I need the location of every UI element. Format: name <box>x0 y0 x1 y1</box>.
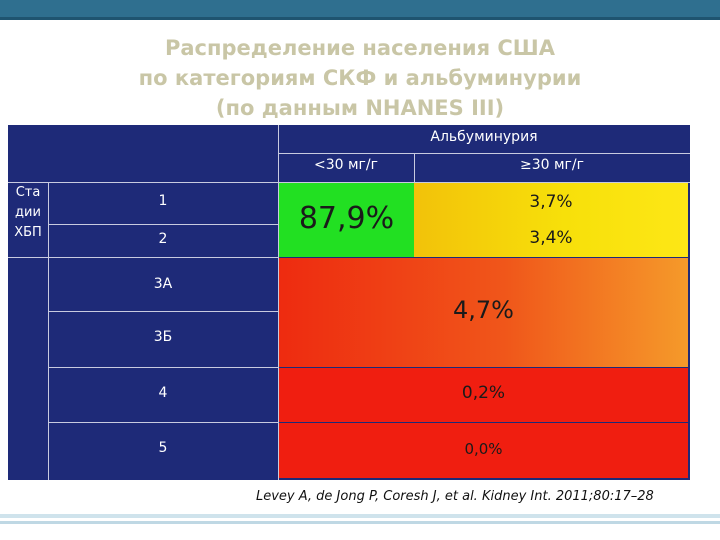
bottom-rule <box>0 521 720 524</box>
title-line-1: Распределение населения США <box>164 36 556 60</box>
ckd-table: Альбуминурия <30 мг/г ≥30 мг/г Ста дии Х… <box>8 125 690 480</box>
stage4-value: 0,2% <box>461 383 506 403</box>
stage1-ge30-value: 3,7% <box>529 192 573 212</box>
col-ge30-header: ≥30 мг/г <box>520 157 584 173</box>
grid-line <box>48 224 278 225</box>
stage4-cell: 0,2% <box>279 368 688 422</box>
bottom-rule <box>0 514 720 518</box>
stage-2-cell: 2 <box>48 225 278 257</box>
stage-3b-cell: 3Б <box>48 312 278 367</box>
top-bar <box>0 0 720 20</box>
stage-header-line-2: дии <box>15 205 41 220</box>
stage-3a-label: 3А <box>153 276 173 292</box>
stage12-ge30-cell: 3,7% 3,4% <box>414 183 688 257</box>
grid-line <box>278 125 279 182</box>
stage-2-label: 2 <box>158 231 168 247</box>
title-line-3: (по данным NHANES III) <box>215 96 505 120</box>
stage5-cell: 0,0% <box>279 423 688 478</box>
stage-3a-cell: 3А <box>48 258 278 311</box>
grid-line <box>48 182 49 480</box>
stage12-lt30-value: 87,9% <box>298 201 395 236</box>
stage-4-cell: 4 <box>48 368 278 422</box>
grid-line <box>48 422 278 423</box>
grid-line <box>48 311 278 312</box>
albuminuria-header: Альбуминурия <box>430 129 538 145</box>
stage-4-label: 4 <box>158 385 168 401</box>
grid-line <box>8 182 690 183</box>
citation: Levey A, de Jong P, Coresh J, et al. Kid… <box>256 489 654 504</box>
grid-line <box>48 367 278 368</box>
slide-title: Распределение населения США по категория… <box>0 33 720 123</box>
grid-line <box>278 153 690 154</box>
stage-5-label: 5 <box>158 440 168 456</box>
col-lt30-header: <30 мг/г <box>314 157 378 173</box>
stage3-value: 4,7% <box>453 296 514 324</box>
grid-line <box>278 182 279 480</box>
stage-header: Ста дии ХБП <box>8 183 48 243</box>
grid-line <box>8 257 278 258</box>
grid-line <box>414 153 415 182</box>
stage-3b-label: 3Б <box>153 329 173 345</box>
stage-5-cell: 5 <box>48 423 278 478</box>
stage-header-line-1: Ста <box>15 185 41 200</box>
title-line-2: по категориям СКФ и альбуминурии <box>138 66 582 90</box>
stage2-ge30-value: 3,4% <box>529 228 573 248</box>
stage-1-cell: 1 <box>48 183 278 224</box>
stage3-cell: 4,7% <box>279 258 688 367</box>
stage-header-line-3: ХБП <box>14 225 42 240</box>
stage5-value: 0,0% <box>464 440 503 458</box>
stage-1-label: 1 <box>158 193 168 209</box>
stage12-lt30-cell: 87,9% <box>279 183 414 257</box>
